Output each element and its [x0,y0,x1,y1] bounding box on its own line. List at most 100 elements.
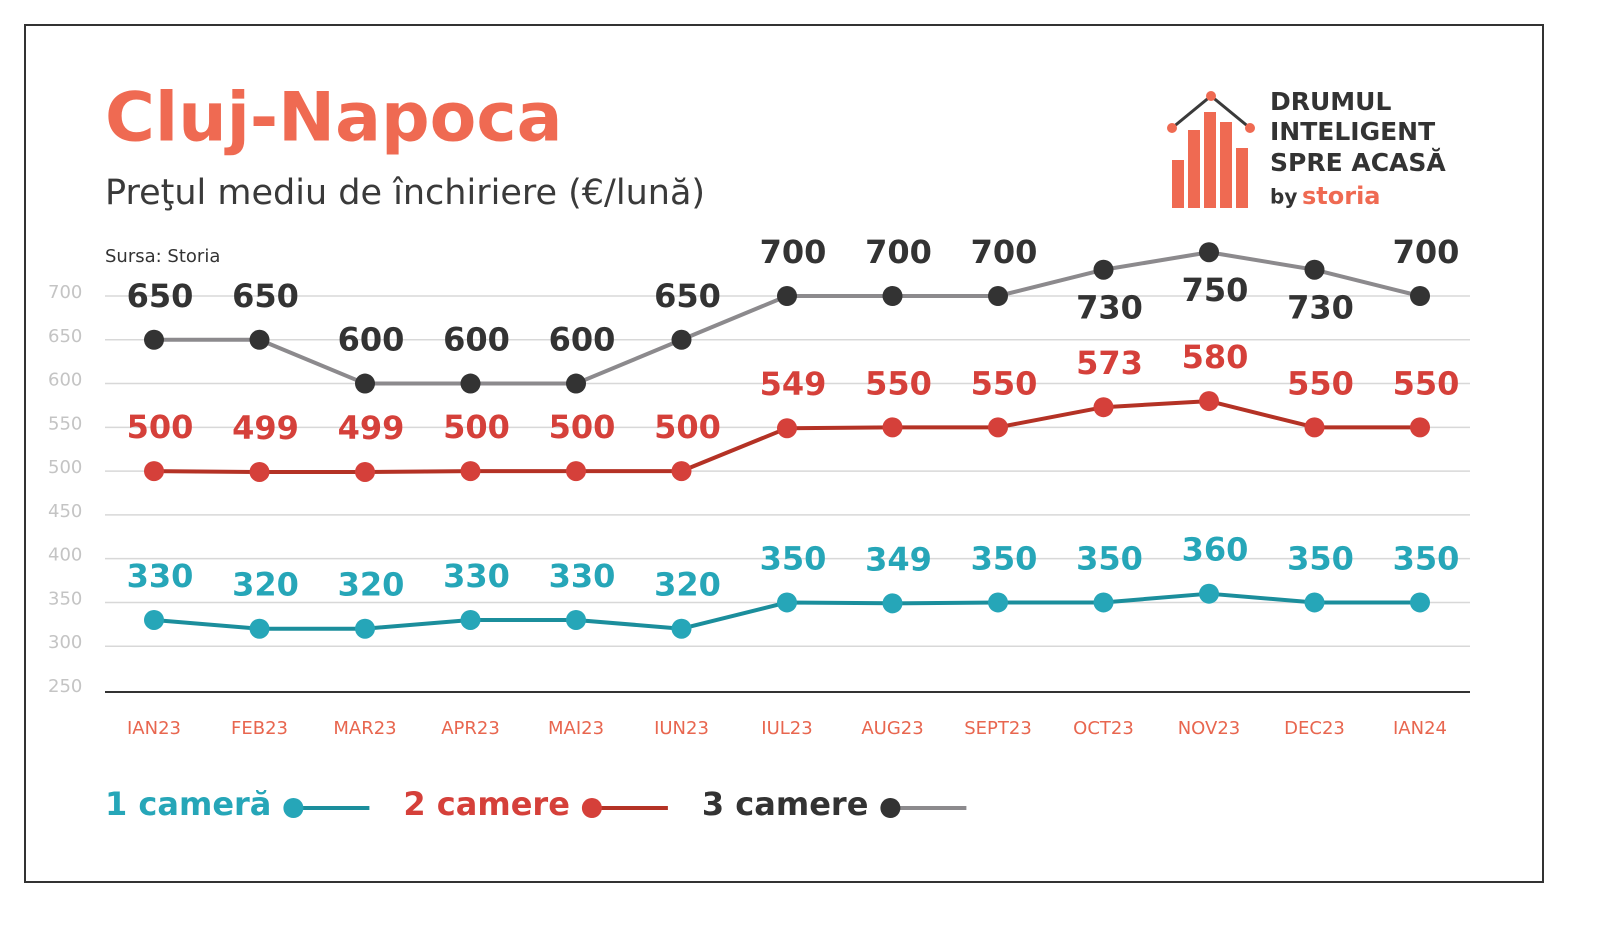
chart-title: Cluj-Napoca [105,79,563,158]
marker [1410,592,1430,613]
x-tick-label: NOV23 [1178,718,1241,739]
marker [671,329,692,350]
marker [777,286,797,306]
marker [882,286,903,306]
logo-bar [1236,148,1248,208]
logo-bar [1220,122,1232,208]
y-tick-label: 450 [48,501,82,522]
marker [777,592,797,613]
data-label: 580 [1182,338,1249,376]
legend-label: 3 camere [702,785,869,823]
x-tick-label: IAN23 [127,718,181,739]
legend-marker [880,798,901,818]
data-label: 500 [654,408,721,446]
data-label: 500 [443,408,510,446]
marker [1199,583,1219,604]
x-tick-label: DEC23 [1284,718,1345,739]
marker [355,618,375,639]
data-label: 730 [1287,289,1354,327]
x-tick-label: FEB23 [231,718,288,739]
marker [460,461,481,482]
data-label: 600 [549,321,616,359]
marker [566,461,586,482]
x-tick-label: IUL23 [761,718,812,739]
data-label: 320 [338,566,405,604]
logo-text: DRUMUL [1270,87,1391,116]
data-label: 573 [1076,344,1143,382]
data-label: 499 [338,409,405,447]
marker [988,592,1008,613]
legend-label: 1 cameră [105,785,271,823]
legend-marker [581,798,602,818]
marker [1304,592,1325,613]
marker [882,593,903,614]
data-label: 650 [232,277,299,315]
legend-marker [283,798,304,818]
y-tick-label: 500 [48,457,82,478]
marker [249,461,270,482]
x-tick-label: IUN23 [654,718,709,739]
marker [144,609,164,630]
logo-bar [1172,160,1184,208]
data-label: 330 [443,557,510,595]
marker [566,609,586,630]
data-label: 650 [654,277,721,315]
data-label: 350 [1076,539,1143,577]
data-label: 350 [1287,539,1354,577]
data-label: 550 [865,364,932,402]
marker [144,461,164,482]
marker [1093,397,1114,418]
marker [882,417,903,438]
data-label: 700 [1393,233,1460,271]
logo-bar [1188,130,1200,208]
source: Sursa: Storia [105,246,220,267]
data-label: 550 [1287,364,1354,402]
x-tick-label: APR23 [441,718,500,739]
y-tick-label: 300 [48,632,82,653]
y-tick-label: 550 [48,413,82,434]
marker [671,461,692,482]
x-tick-label: OCT23 [1073,718,1134,739]
marker [566,373,586,394]
logo-brand: storia [1302,182,1381,210]
marker [460,373,481,394]
data-label: 330 [127,557,194,595]
y-tick-label: 650 [48,326,82,347]
y-tick-label: 250 [48,676,82,697]
marker [355,373,375,394]
x-tick-label: IAN24 [1393,718,1447,739]
data-label: 600 [443,321,510,359]
frame [24,24,1544,883]
marker [1304,417,1325,438]
data-label: 350 [971,539,1038,577]
marker [1093,592,1114,613]
data-label: 549 [760,365,827,403]
chart-subtitle: Preţul mediu de închiriere (€/lună) [105,173,705,213]
x-tick-label: AUG23 [861,718,923,739]
marker [1410,286,1430,306]
data-label: 700 [971,233,1038,271]
logo-dot [1167,123,1177,133]
marker [355,461,375,482]
data-label: 550 [1393,364,1460,402]
y-tick-label: 600 [48,370,82,391]
y-tick-label: 700 [48,282,82,303]
logo-dot [1206,91,1216,101]
marker [777,418,797,439]
data-label: 650 [127,277,194,315]
x-tick-label: SEPT23 [964,718,1032,739]
data-label: 350 [760,539,827,577]
marker [671,618,692,639]
data-label: 349 [865,540,932,578]
x-tick-label: MAR23 [333,718,396,739]
logo-dot [1245,123,1255,133]
logo-by: by [1270,185,1297,209]
logo-text: SPRE ACASĂ [1270,147,1446,177]
legend-label: 2 camere [403,785,570,823]
data-label: 700 [865,233,932,271]
logo-bar [1204,112,1216,208]
marker [1093,259,1114,280]
data-label: 360 [1182,531,1249,569]
